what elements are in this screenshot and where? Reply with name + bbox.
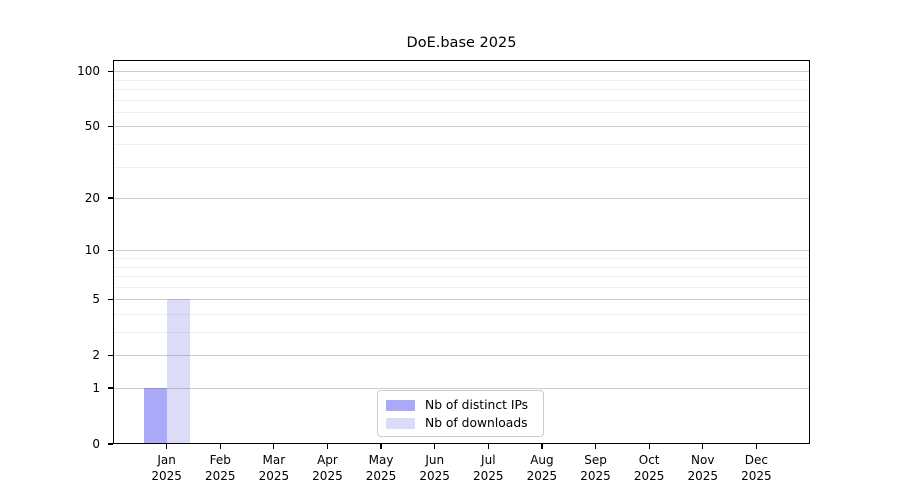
y-axis-tick bbox=[108, 249, 113, 251]
y-tick-label: 20 bbox=[84, 191, 100, 206]
x-tick-label: Aug 2025 bbox=[512, 452, 572, 484]
y-tick-label: 100 bbox=[77, 64, 100, 79]
y-tick-label: 0 bbox=[92, 437, 100, 451]
y-tick-label: 5 bbox=[92, 292, 100, 307]
gridline-major bbox=[113, 126, 810, 128]
x-tick-label: Dec 2025 bbox=[726, 452, 786, 484]
x-axis-tick bbox=[326, 444, 329, 449]
x-tick-month: Apr bbox=[317, 453, 338, 467]
x-axis-tick bbox=[165, 444, 168, 449]
y-axis-tick bbox=[108, 197, 113, 199]
y-axis-tick bbox=[108, 70, 113, 72]
x-tick-year: 2025 bbox=[633, 469, 665, 483]
gridline-minor bbox=[113, 99, 810, 101]
y-tick-label: 2 bbox=[92, 348, 100, 363]
x-tick-month: Nov bbox=[691, 453, 715, 467]
gridline-minor bbox=[113, 286, 810, 288]
chart-legend: Nb of distinct IPs Nb of downloads bbox=[377, 390, 544, 437]
x-tick-month: Mar bbox=[262, 453, 286, 467]
x-tick-year: 2025 bbox=[741, 469, 772, 483]
y-axis-tick bbox=[108, 354, 113, 356]
gridline-minor bbox=[113, 166, 810, 168]
gridline-major bbox=[113, 388, 810, 389]
y-tick-label: 10 bbox=[84, 243, 100, 258]
x-tick-month: Aug bbox=[530, 453, 554, 467]
y-tick-label: 1 bbox=[92, 381, 100, 395]
x-axis-tick bbox=[487, 444, 489, 449]
x-tick-month: May bbox=[368, 453, 394, 467]
x-axis-tick bbox=[541, 444, 543, 449]
x-tick-label: Mar 2025 bbox=[244, 452, 304, 484]
x-axis-tick bbox=[273, 444, 275, 449]
gridline-major bbox=[113, 71, 810, 73]
x-axis-tick bbox=[755, 444, 758, 449]
x-tick-year: 2025 bbox=[526, 469, 558, 483]
x-tick-year: 2025 bbox=[312, 469, 343, 483]
legend-label-distinct-ips: Nb of distinct IPs bbox=[425, 398, 529, 412]
legend-label-downloads: Nb of downloads bbox=[425, 416, 528, 430]
x-tick-label: Jan 2025 bbox=[137, 452, 197, 484]
legend-entry-distinct-ips: Nb of distinct IPs bbox=[386, 397, 535, 413]
y-axis-tick bbox=[108, 298, 113, 300]
x-axis-tick bbox=[380, 444, 382, 449]
x-tick-year: 2025 bbox=[473, 469, 504, 483]
gridline-minor bbox=[113, 257, 810, 259]
x-tick-label: Jun 2025 bbox=[405, 452, 465, 484]
gridline-minor bbox=[113, 276, 810, 278]
gridline-major bbox=[113, 299, 810, 301]
x-tick-month: Jun bbox=[425, 453, 445, 467]
x-axis-tick bbox=[434, 444, 436, 449]
gridline-minor bbox=[113, 332, 810, 333]
x-axis-tick bbox=[219, 444, 221, 449]
gridline-minor bbox=[113, 313, 810, 315]
x-tick-label: May 2025 bbox=[351, 452, 411, 484]
x-tick-label: Jul 2025 bbox=[458, 452, 518, 484]
plot-area bbox=[113, 60, 810, 444]
legend-entry-downloads: Nb of downloads bbox=[386, 415, 535, 431]
x-tick-month: Jul bbox=[481, 453, 496, 467]
x-axis-tick bbox=[702, 444, 704, 449]
x-axis-tick bbox=[594, 444, 597, 449]
x-tick-year: 2025 bbox=[365, 469, 397, 483]
x-tick-year: 2025 bbox=[580, 469, 611, 483]
y-tick-label: 50 bbox=[84, 119, 100, 134]
chart-title: DoE.base 2025 bbox=[406, 35, 517, 51]
bar-nb-of-distinct-ips bbox=[143, 388, 167, 444]
x-tick-year: 2025 bbox=[258, 469, 290, 483]
y-axis-tick bbox=[108, 387, 113, 389]
x-tick-label: Feb 2025 bbox=[190, 452, 250, 484]
x-tick-label: Apr 2025 bbox=[297, 452, 357, 484]
x-tick-label: Oct 2025 bbox=[619, 452, 679, 484]
x-tick-month: Sep bbox=[584, 453, 607, 467]
gridline-minor bbox=[113, 266, 810, 268]
x-tick-year: 2025 bbox=[419, 469, 450, 483]
gridline-minor bbox=[113, 111, 810, 113]
gridline-minor bbox=[113, 89, 810, 90]
y-axis-tick bbox=[108, 443, 113, 445]
gridline-minor bbox=[113, 79, 810, 81]
legend-swatch-downloads bbox=[386, 417, 415, 429]
gridline-major bbox=[113, 250, 810, 252]
x-axis-tick bbox=[648, 444, 650, 449]
gridline-major bbox=[113, 198, 810, 200]
x-tick-label: Sep 2025 bbox=[566, 452, 626, 484]
gridline-major bbox=[113, 355, 810, 357]
x-tick-month: Jan bbox=[157, 453, 176, 467]
legend-swatch-distinct-ips bbox=[386, 399, 415, 411]
x-tick-month: Oct bbox=[638, 453, 660, 467]
bar-nb-of-downloads bbox=[166, 299, 190, 444]
x-tick-label: Nov 2025 bbox=[673, 452, 733, 484]
x-tick-month: Feb bbox=[209, 453, 231, 467]
y-axis-tick bbox=[108, 125, 113, 128]
x-tick-month: Dec bbox=[744, 453, 768, 467]
x-tick-year: 2025 bbox=[151, 469, 182, 483]
gridline-minor bbox=[113, 144, 810, 145]
x-tick-year: 2025 bbox=[687, 469, 719, 483]
x-tick-year: 2025 bbox=[204, 469, 236, 483]
